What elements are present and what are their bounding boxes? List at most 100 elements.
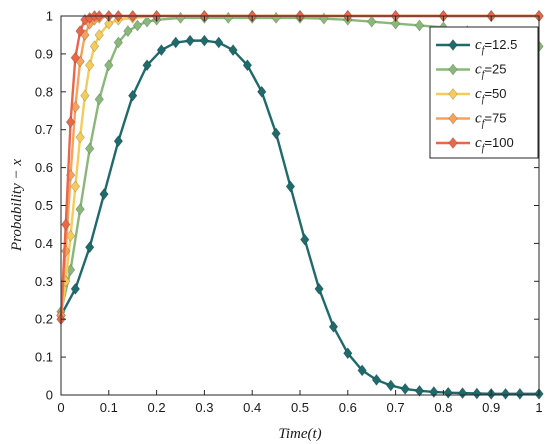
- data-point: [199, 34, 210, 47]
- data-point: [128, 89, 138, 102]
- data-point: [414, 384, 425, 397]
- x-tick-label: 0.1: [100, 400, 118, 415]
- data-point: [70, 180, 81, 193]
- series-line: [59, 39, 539, 396]
- data-point: [142, 59, 152, 72]
- data-point: [185, 34, 195, 47]
- legend-label: cf=12.5: [475, 37, 517, 56]
- y-tick-label: 0.8: [35, 84, 53, 99]
- data-point: [175, 11, 186, 24]
- data-point: [99, 188, 109, 201]
- legend-label-sub: f: [482, 143, 486, 154]
- data-point: [123, 25, 133, 38]
- legend-marker: [448, 88, 458, 100]
- data-point: [171, 36, 181, 49]
- data-point: [65, 116, 76, 129]
- legend-item: cf=12.5: [436, 37, 517, 56]
- x-tick-label: 0.2: [148, 400, 166, 415]
- y-tick-label: 0.2: [35, 312, 53, 327]
- data-point: [75, 25, 85, 38]
- legend-marker: [448, 137, 458, 149]
- legend-marker: [448, 63, 458, 76]
- data-point: [386, 379, 396, 392]
- y-tick-label: 0: [46, 388, 53, 403]
- legend-item: cf=100: [436, 135, 514, 154]
- series-1: [56, 34, 544, 400]
- legend-label: cf=100: [475, 135, 514, 154]
- data-point: [113, 36, 124, 49]
- data-point: [61, 218, 71, 231]
- data-point: [94, 28, 104, 41]
- data-point: [85, 142, 95, 155]
- x-tick-label: 1: [535, 400, 542, 415]
- data-point: [429, 385, 439, 398]
- data-point: [214, 36, 224, 49]
- y-tick-label: 0.5: [35, 198, 53, 213]
- data-point: [371, 373, 382, 386]
- x-axis-label: Time(t): [278, 426, 321, 442]
- legend-label: cf=50: [475, 86, 507, 105]
- data-point: [300, 233, 310, 246]
- legend-label-value: =25: [484, 62, 506, 77]
- data-point: [457, 387, 468, 400]
- data-point: [70, 282, 81, 295]
- legend-label: cf=75: [475, 111, 507, 130]
- legend-label-c: c: [475, 37, 482, 53]
- legend-marker: [448, 112, 458, 125]
- legend-item: cf=75: [436, 111, 507, 130]
- data-point: [400, 382, 410, 395]
- x-tick-label: 0.6: [339, 400, 357, 415]
- data-point: [500, 387, 511, 400]
- x-tick-label: 0: [57, 400, 64, 415]
- data-point: [472, 387, 482, 400]
- axes-layer: 0 0.1 0.2 0.3 0.4 0.5 0.6 0.7 0.8 0.9 1 0 0.1 0.2 0.3 0…: [35, 9, 543, 416]
- y-tick-label: 0.6: [35, 160, 53, 175]
- y-tick-label: 1: [46, 9, 53, 24]
- y-tick-label: 0.3: [35, 274, 53, 289]
- y-tick-label: 0.1: [35, 350, 53, 365]
- legend-box: [429, 26, 539, 159]
- data-point: [367, 15, 377, 28]
- y-axis-label: Probability − x: [9, 159, 25, 252]
- data-point: [89, 40, 100, 53]
- legend-label-c: c: [475, 135, 482, 151]
- legend-item: cf=50: [436, 86, 507, 105]
- legend-label-c: c: [475, 111, 482, 127]
- data-point: [271, 127, 281, 140]
- legend-label: cf=25: [475, 62, 507, 81]
- legend-label-sub: f: [482, 119, 486, 130]
- data-point: [156, 44, 167, 57]
- data-point: [242, 59, 253, 72]
- legend-item: cf=25: [436, 62, 507, 81]
- y-tick-label: 0.9: [35, 46, 53, 61]
- data-point: [132, 19, 143, 32]
- data-point: [314, 282, 324, 295]
- data-point: [414, 19, 425, 32]
- legend-label-c: c: [475, 86, 482, 102]
- legend-label-value: =100: [484, 135, 513, 150]
- legend-label-value: =12.5: [484, 37, 517, 52]
- x-tick-label: 0.7: [387, 400, 405, 415]
- data-point: [94, 93, 104, 106]
- y-tick-label: 0.4: [35, 236, 53, 251]
- data-point: [104, 17, 114, 30]
- data-point: [515, 387, 525, 400]
- data-point: [285, 180, 296, 193]
- data-point: [343, 347, 353, 360]
- legend-label-sub: f: [482, 70, 486, 81]
- data-point: [390, 17, 401, 30]
- legend-label-value: =75: [484, 111, 506, 126]
- data-point: [75, 131, 85, 144]
- legend-label-sub: f: [482, 45, 486, 56]
- data-point: [142, 15, 152, 28]
- data-point: [85, 59, 95, 72]
- data-point: [271, 11, 281, 24]
- data-point: [257, 85, 267, 98]
- x-tick-label: 0.3: [195, 400, 213, 415]
- data-point: [357, 364, 367, 377]
- data-point: [70, 51, 81, 64]
- legend-marker: [448, 39, 458, 51]
